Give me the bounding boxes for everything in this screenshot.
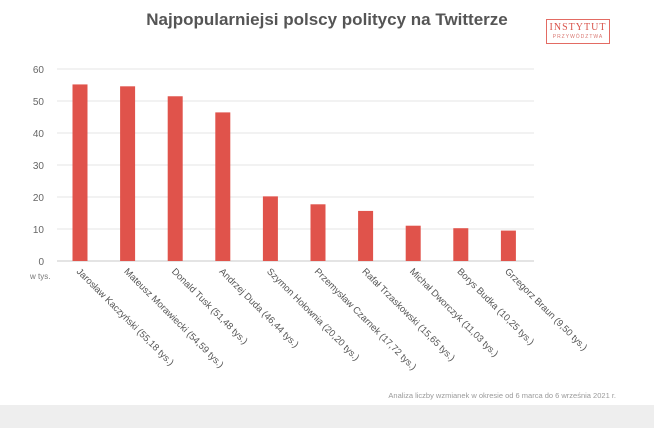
bar [500,230,516,261]
y-axis: 0 10 20 30 40 50 60 [33,65,45,268]
x-tick-label: Przemysław Czarnek (17,72 tys.) [312,266,418,372]
y-tick-label: 10 [33,225,45,236]
logo-sub-text: PRZYWÓDZTWA [552,34,604,40]
x-tick-label: Szymon Hołownia (20,20 tys.) [264,266,361,363]
bar [405,225,421,261]
y-tick-label: 30 [33,161,45,172]
y-tick-label: 50 [33,97,45,108]
footnote: Analiza liczby wzmianek w okresie od 6 m… [388,391,616,400]
bar [310,204,326,261]
bar [262,196,278,261]
x-tick-label: Andrzej Duda (46,44 tys.) [217,266,301,350]
x-tick-label: Borys Budka (10,25 tys.) [455,266,536,347]
y-tick-label: 20 [33,193,45,204]
x-axis-labels: Jarosław Kaczyński (55,18 tys.)Mateusz M… [74,266,589,372]
bars [72,84,516,261]
bar [215,112,231,261]
x-tick-label: Mateusz Morawiecki (54,59 tys.) [121,266,225,370]
logo-main-text: INSTYTUT [549,22,607,33]
bottom-band [0,405,654,428]
x-tick-label: Rafał Trzaskowski (15,65 tys.) [359,266,456,363]
x-tick-label: Grzegorz Braun (9,50 tys.) [502,266,589,353]
instytut-przywodztwa-logo: INSTYTUT PRZYWÓDZTWA [546,19,610,44]
y-tick-label: 0 [38,257,44,268]
bar [453,228,469,261]
bar [120,86,136,261]
y-tick-label: 60 [33,65,45,76]
unit-label: w tys. [29,272,50,281]
x-tick-label: Michał Dworczyk (11,03 tys.) [407,266,500,359]
y-tick-label: 40 [33,129,45,140]
bar [167,96,183,261]
chart-title: Najpopularniejsi polscy politycy na Twit… [146,10,508,29]
x-tick-label: Jarosław Kaczyński (55,18 tys.) [74,266,176,368]
bar [358,210,374,261]
bar [72,84,88,261]
